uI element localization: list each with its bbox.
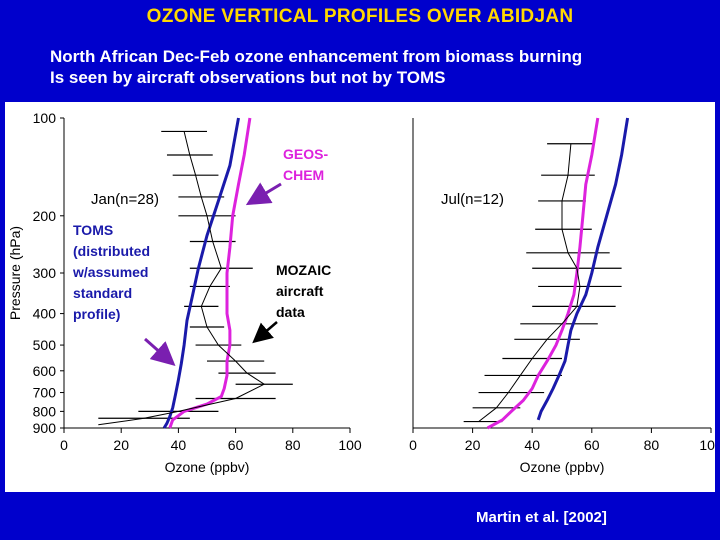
x-axis-label-jan: Ozone (ppbv) [165, 459, 250, 475]
x-tick-label-jan: 20 [113, 437, 129, 453]
slide-subtitle: North African Dec-Feb ozone enhancement … [50, 46, 582, 88]
x-tick-label-jul: 0 [409, 437, 417, 453]
y-tick-label-jan: 300 [33, 265, 57, 281]
x-tick-label-jan: 0 [60, 437, 68, 453]
y-axis-label-jan: Pressure (hPa) [7, 226, 23, 320]
y-tick-label-jan: 500 [33, 337, 57, 353]
mozaic-label-line3: data [276, 304, 305, 320]
y-tick-label-jan: 600 [33, 363, 57, 379]
toms-label-line4: standard [73, 285, 132, 301]
mozaic-arrow [252, 321, 278, 344]
toms-label-line1: TOMS [73, 222, 113, 238]
x-tick-label-jul: 80 [644, 437, 660, 453]
citation: Martin et al. [2002] [476, 509, 607, 526]
geoschem-label-line2: CHEM [283, 167, 324, 183]
x-tick-label-jan: 60 [228, 437, 244, 453]
x-tick-label-jan: 100 [338, 437, 362, 453]
subtitle-line-2: Is seen by aircraft observations but not… [50, 68, 446, 87]
annotations: GEOS- CHEM TOMS (distributed w/assumed s… [72, 146, 331, 366]
y-tick-label-jan: 800 [33, 403, 57, 419]
x-tick-label-jul: 40 [524, 437, 540, 453]
slide-title: OZONE VERTICAL PROFILES OVER ABIDJAN [146, 6, 574, 27]
y-tick-label-jan: 200 [33, 208, 57, 224]
chart-panel-jan: 0 20 40 60 80 100 Ozone (ppbv) 100 200 300 400 500 6… [7, 110, 362, 475]
subtitle-line-1: North African Dec-Feb ozone enhancement … [50, 47, 583, 66]
toms-line-jul [536, 117, 630, 421]
toms-line-jan [162, 117, 240, 429]
panel-title-jan: Jan(n=28) [91, 191, 159, 208]
mozaic-label-line1: MOZAIC [276, 262, 331, 278]
geoschem-arrow [245, 182, 282, 206]
geoschem-label-line1: GEOS- [283, 146, 328, 162]
figure-panel: 0 20 40 60 80 100 Ozone (ppbv) 100 200 300 400 500 6… [5, 102, 720, 492]
x-tick-label-jan: 80 [285, 437, 301, 453]
y-tick-label-jan: 900 [33, 420, 57, 436]
x-tick-label-jul: 100 [699, 437, 715, 453]
toms-label-line3: w/assumed [72, 264, 148, 280]
x-tick-label-jan: 40 [171, 437, 187, 453]
toms-arrow [144, 337, 176, 366]
chart-panel-jul: 0 20 40 60 80 100 Ozone (ppbv) Jul(n=12) [409, 117, 720, 475]
x-axis-label-jul: Ozone (ppbv) [520, 459, 605, 475]
geoschem-line-jul [486, 117, 600, 430]
y-tick-label-jan: 100 [33, 110, 57, 126]
mozaic-line-jan [98, 131, 265, 426]
toms-label-line5: profile) [73, 306, 120, 322]
toms-label-line2: (distributed [73, 243, 150, 259]
x-tick-label-jul: 20 [465, 437, 481, 453]
geoschem-line-jan [168, 117, 252, 429]
mozaic-line-jul [478, 143, 581, 422]
panel-title-jul: Jul(n=12) [441, 191, 504, 208]
mozaic-label-line2: aircraft [276, 283, 324, 299]
y-tick-label-jan: 400 [33, 306, 57, 322]
x-tick-label-jul: 60 [584, 437, 600, 453]
y-tick-label-jan: 700 [33, 385, 57, 401]
